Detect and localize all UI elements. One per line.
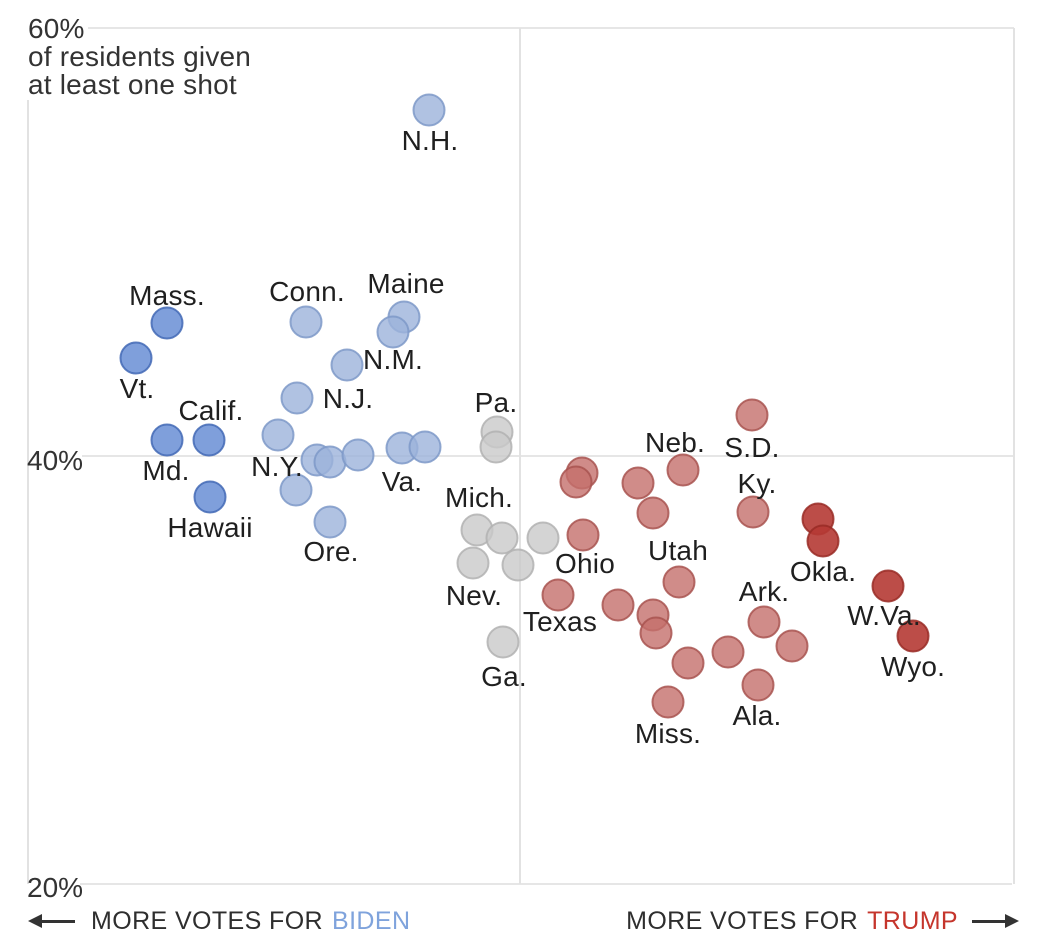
state-label-va: Va. [381,466,423,497]
state-dot [408,430,442,464]
state-label-utah: Utah [648,535,708,566]
right-arrow-head [1005,914,1019,928]
state-dot-neb [666,453,700,487]
state-label-ark: Ark. [738,576,790,607]
right-arrow-shaft [972,919,1005,923]
state-label-maine: Maine [367,268,445,299]
state-label-n-j: N.J. [322,383,374,414]
state-dot [711,635,745,669]
state-label-s-d: S.D. [724,432,780,463]
state-label-ohio: Ohio [555,548,615,579]
state-dot [806,524,840,558]
state-label-miss: Miss. [634,718,702,749]
biden-name: BIDEN [332,906,411,935]
state-dot-ky [736,495,770,529]
state-dot-mass [150,306,184,340]
y-title-line3: at least one shot [28,69,237,100]
state-dot-n-j [280,381,314,415]
state-dot-utah [636,496,670,530]
state-dot-ohio [566,518,600,552]
state-label-nev: Nev. [445,580,503,611]
state-dot [279,473,313,507]
state-dot-w-va [871,569,905,603]
state-label-hawaii: Hawaii [167,512,253,543]
state-label-mich: Mich. [445,482,513,513]
x-axis-label-biden: MORE VOTES FOR BIDEN [28,906,410,936]
state-dot [341,438,375,472]
left-arrow-icon [28,914,75,928]
state-label-n-y: N.Y. [251,451,303,482]
state-label-calif: Calif. [178,395,244,426]
state-dot [601,588,635,622]
state-dot [671,646,705,680]
state-dot [485,521,519,555]
state-dot [639,616,673,650]
state-label-okla: Okla. [789,556,857,587]
state-label-texas: Texas [522,606,598,637]
state-label-n-h: N.H. [401,125,459,156]
gridlines [27,27,1015,885]
state-dot [376,315,410,349]
state-label-w-va: W.Va. [847,600,921,631]
state-label-wyo: Wyo. [880,651,946,682]
state-label-md: Md. [142,455,190,486]
state-dot-ore [313,505,347,539]
dots-layer [119,93,930,719]
y-tick-40: 40% [27,445,84,476]
state-label-ky: Ky. [737,468,777,499]
state-label-n-m: N.M. [363,344,423,375]
state-dot [775,629,809,663]
left-arrow-shaft [42,919,75,923]
more-votes-for-trump-text: MORE VOTES FOR [626,906,859,935]
state-dot-nev [456,546,490,580]
state-dot-vt [119,341,153,375]
right-arrow-icon [972,914,1019,928]
state-dot-s-d [735,398,769,432]
state-label-ala: Ala. [732,700,782,731]
state-dot [526,521,560,555]
state-label-conn: Conn. [269,276,345,307]
state-dot [479,430,513,464]
state-dot-ala [741,668,775,702]
state-dot-md [150,423,184,457]
state-dot-ark [747,605,781,639]
state-label-mass: Mass. [129,280,205,311]
y-axis-title: 60% of residents given at least one shot [28,15,251,99]
state-dot [662,565,696,599]
more-votes-for-biden-text: MORE VOTES FOR [91,906,324,935]
state-label-vt: Vt. [119,373,155,404]
state-dot-ga [486,625,520,659]
trump-name: TRUMP [867,906,958,935]
state-dot-texas [541,578,575,612]
state-dot [313,445,347,479]
y-tick-20: 20% [27,872,84,903]
state-dot-n-m [330,348,364,382]
state-label-ga: Ga. [481,661,527,692]
left-arrow-head [28,914,42,928]
state-dot-n-h [412,93,446,127]
state-dot-calif [192,423,226,457]
state-dot-wyo [896,619,930,653]
state-dot-hawaii [193,480,227,514]
state-dot-miss [651,685,685,719]
state-dot [501,548,535,582]
state-dot [559,465,593,499]
state-dot-conn [289,305,323,339]
state-label-pa: Pa. [474,387,518,418]
state-label-neb: Neb. [645,427,705,458]
y-tick-60: 60% [28,13,85,44]
state-dot [261,418,295,452]
state-label-ore: Ore. [303,536,359,567]
state-dot [621,466,655,500]
y-title-line2: of residents given [28,41,252,72]
x-axis-label-trump: MORE VOTES FOR TRUMP [626,906,1019,936]
